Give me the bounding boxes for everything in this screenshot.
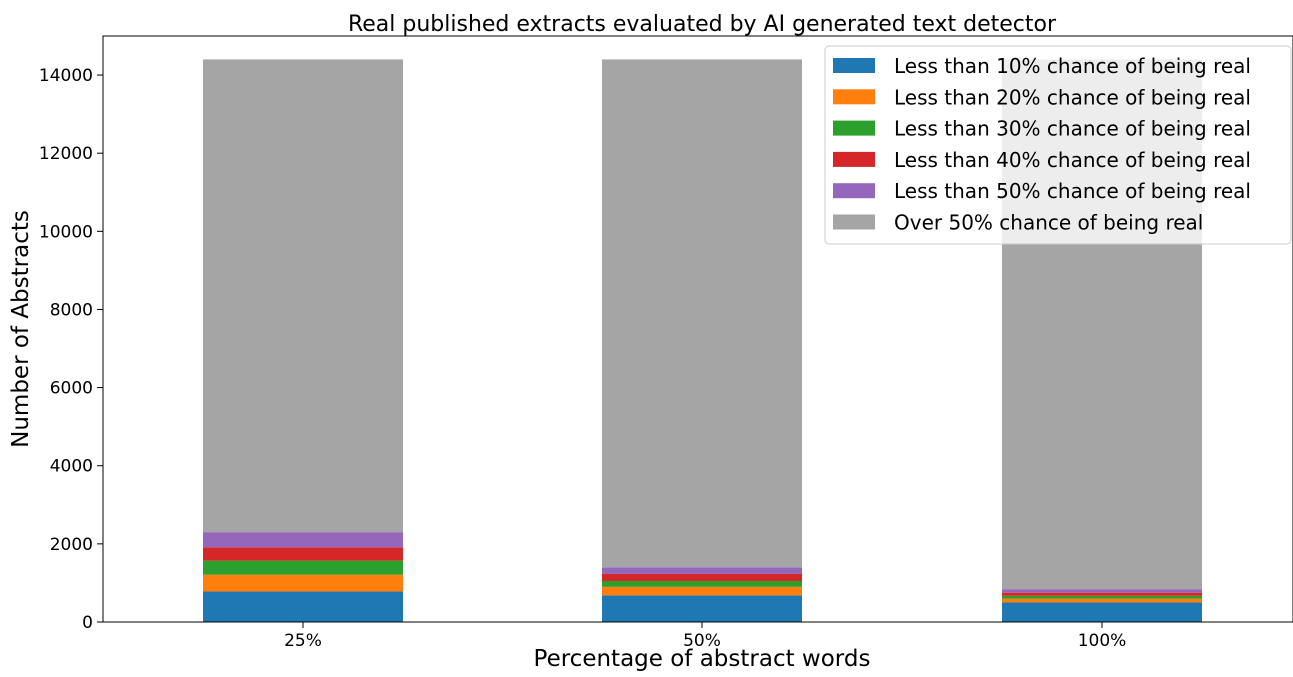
bar-segment-1-2	[602, 595, 802, 622]
bar-segment-4-1	[203, 547, 403, 561]
y-tick-label: 14000	[39, 66, 93, 86]
bar-segment-1-1	[203, 591, 403, 622]
plot-frame	[102, 35, 1293, 623]
legend-label-2: Less than 20% chance of being real	[894, 85, 1251, 109]
bar-segment-4-2	[602, 573, 802, 581]
x-tick-label: 25%	[284, 631, 322, 651]
legend-swatch-1	[833, 58, 875, 73]
y-axis: 0 2000 4000 6000 8000 10000 12000 14000	[39, 66, 103, 633]
chart-title: Real published extracts evaluated by AI …	[348, 12, 1057, 37]
bar-segment-6-2	[602, 59, 802, 568]
legend-label-6: Over 50% chance of being real	[894, 211, 1203, 235]
legend-label-3: Less than 30% chance of being real	[894, 117, 1251, 141]
bar-segment-6-1	[203, 59, 403, 533]
legend-label-5: Less than 50% chance of being real	[894, 179, 1251, 203]
bar-segment-2-3	[1002, 598, 1202, 603]
bar-segment-2-1	[203, 574, 403, 592]
legend-swatch-5	[833, 183, 875, 199]
y-tick-label: 8000	[50, 300, 93, 320]
x-axis: 25% 50% 100%	[284, 622, 1126, 651]
bar-segment-2-2	[602, 586, 802, 596]
legend-swatch-2	[833, 89, 875, 105]
legend-box	[824, 45, 1292, 245]
y-tick-label: 0	[82, 613, 93, 633]
legend-label-1: Less than 10% chance of being real	[894, 54, 1251, 78]
bar-segment-3-3	[1002, 595, 1202, 599]
y-tick-label: 10000	[39, 222, 93, 242]
bar-segment-5-3	[1002, 589, 1202, 593]
bar-segment-5-1	[203, 532, 403, 548]
bar-segment-4-3	[1002, 592, 1202, 596]
legend-swatch-6	[833, 214, 875, 230]
bar-segment-3-1	[203, 560, 403, 575]
legend-swatch-4	[833, 151, 875, 167]
bar-segment-1-3	[1002, 602, 1202, 622]
y-tick-label: 2000	[50, 535, 93, 555]
bar-segment-5-2	[602, 567, 802, 574]
y-tick-label: 6000	[50, 379, 93, 399]
x-tick-label: 100%	[1078, 631, 1127, 651]
bar-segment-3-2	[602, 580, 802, 587]
legend: Less than 10% chance of being real Less t…	[824, 45, 1292, 245]
y-tick-label: 4000	[50, 457, 93, 477]
legend-swatch-3	[833, 120, 875, 136]
x-tick-label: 50%	[683, 631, 721, 651]
x-axis-label: Percentage of abstract words	[534, 646, 871, 672]
y-tick-label: 12000	[39, 144, 93, 164]
y-axis-label: Number of Abstracts	[8, 210, 34, 448]
legend-label-4: Less than 40% chance of being real	[894, 148, 1251, 172]
